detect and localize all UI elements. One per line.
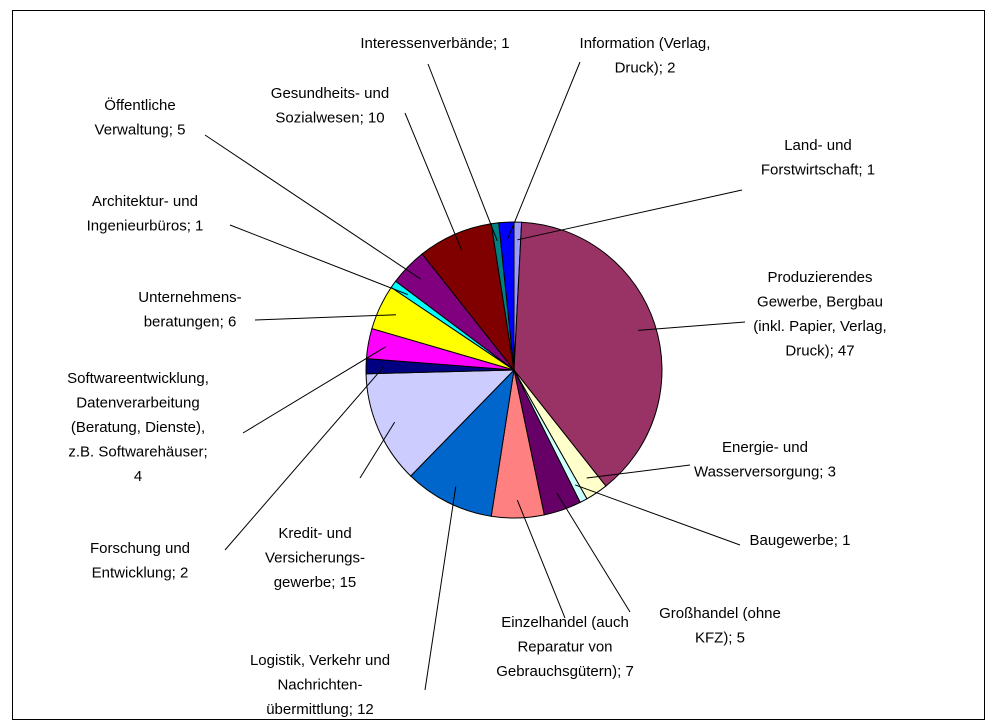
data-label: KFZ); 5: [695, 630, 745, 647]
leader-line: [224, 366, 385, 551]
data-label: Druck); 2: [615, 60, 676, 77]
data-label: Kredit- und: [278, 525, 351, 542]
pie-slice: [365, 369, 516, 477]
data-label: Forstwirtschaft; 1: [761, 162, 875, 179]
data-label: Energie- und: [722, 439, 808, 456]
data-label: Architektur- und: [92, 193, 198, 210]
data-label: Gesundheits- und: [271, 85, 389, 102]
data-label: (Beratung, Dienste),: [71, 419, 205, 436]
leader-line: [586, 464, 691, 479]
data-label: Forschung und: [90, 540, 190, 557]
data-label: Druck); 47: [785, 343, 854, 360]
data-label: Nachrichten-: [277, 677, 362, 694]
leader-line: [427, 63, 498, 242]
leader-line: [575, 484, 741, 546]
leader-line: [517, 189, 743, 241]
data-label: Logistik, Verkehr und: [250, 652, 390, 669]
data-label: Reparatur von: [517, 639, 612, 656]
data-label: Interessenverbände; 1: [360, 35, 509, 52]
data-label: gewerbe; 15: [274, 574, 357, 591]
data-label: Datenverarbeitung: [76, 395, 199, 412]
data-label: übermittlung; 12: [266, 701, 374, 718]
data-label: Sozialwesen; 10: [275, 110, 384, 127]
leader-line: [229, 224, 409, 296]
data-label: Wasserversorgung; 3: [694, 464, 836, 481]
data-label: Öffentliche: [104, 96, 175, 114]
data-label: Entwicklung; 2: [92, 565, 189, 582]
data-label: Gebrauchsgütern); 7: [496, 663, 634, 680]
data-label: Großhandel (ohne: [659, 605, 781, 622]
data-label: Einzelhandel (auch: [501, 614, 629, 631]
leader-line: [516, 500, 566, 619]
data-label: z.B. Softwarehäuser;: [68, 444, 207, 461]
data-label: Verwaltung; 5: [95, 122, 186, 139]
leader-line: [204, 134, 422, 280]
leader-line: [242, 346, 387, 434]
leader-line: [404, 112, 463, 251]
data-label: Baugewerbe; 1: [750, 532, 851, 549]
data-label: Versicherungs-: [265, 550, 365, 567]
data-label: Ingenieurbüros; 1: [87, 218, 204, 235]
data-label: beratungen; 6: [144, 314, 237, 331]
data-label: 4: [134, 468, 142, 485]
pie-slice: [513, 221, 663, 487]
data-label: Unternehmens-: [138, 289, 241, 306]
data-label: Gewerbe, Bergbau: [757, 294, 883, 311]
leader-line: [638, 321, 746, 331]
pie-slice: [409, 368, 515, 517]
data-label: Land- und: [784, 137, 852, 154]
data-label: (inkl. Papier, Verlag,: [753, 318, 886, 335]
leader-line: [254, 314, 397, 321]
data-label: Produzierendes: [767, 269, 872, 286]
leader-line: [556, 492, 631, 613]
data-label: Information (Verlag,: [580, 35, 711, 52]
leader-line: [359, 421, 396, 479]
data-label: Softwareentwicklung,: [67, 370, 209, 387]
pie-slice: [498, 221, 515, 371]
leader-line: [506, 61, 581, 241]
leader-line: [424, 486, 457, 691]
